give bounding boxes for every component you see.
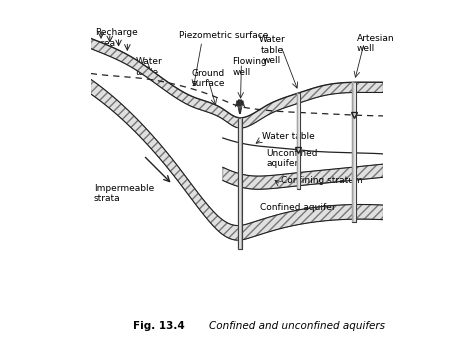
Polygon shape [91,79,383,240]
Text: Fig. 13.4: Fig. 13.4 [133,321,184,331]
Text: Ground
surface: Ground surface [191,69,225,88]
Bar [297,93,299,189]
Bar [237,118,242,249]
Text: Piezometric surface: Piezometric surface [179,31,268,40]
Polygon shape [91,38,383,128]
Text: Impermeable
strata: Impermeable strata [94,184,154,203]
Bar [299,93,300,189]
Text: Water
table: Water table [136,57,163,77]
Bar [297,93,300,189]
Text: Confined and unconfined aquifers: Confined and unconfined aquifers [209,321,384,331]
Bar [240,118,242,249]
Polygon shape [91,38,383,307]
Bar [354,82,356,222]
Text: Flowing
well: Flowing well [233,57,267,77]
Bar [352,82,356,222]
Bar [352,82,354,222]
Text: Artesian
well: Artesian well [357,34,394,54]
Bar [237,118,240,249]
Text: Water table: Water table [262,132,315,141]
Text: Confined aquifer: Confined aquifer [260,203,336,213]
Text: Unconfined
aquifer: Unconfined aquifer [266,149,318,168]
Text: Recharge
area: Recharge area [95,28,138,48]
Polygon shape [223,164,383,189]
Text: Confining stratum: Confining stratum [281,176,363,185]
Text: Water
table
well: Water table well [259,35,285,65]
